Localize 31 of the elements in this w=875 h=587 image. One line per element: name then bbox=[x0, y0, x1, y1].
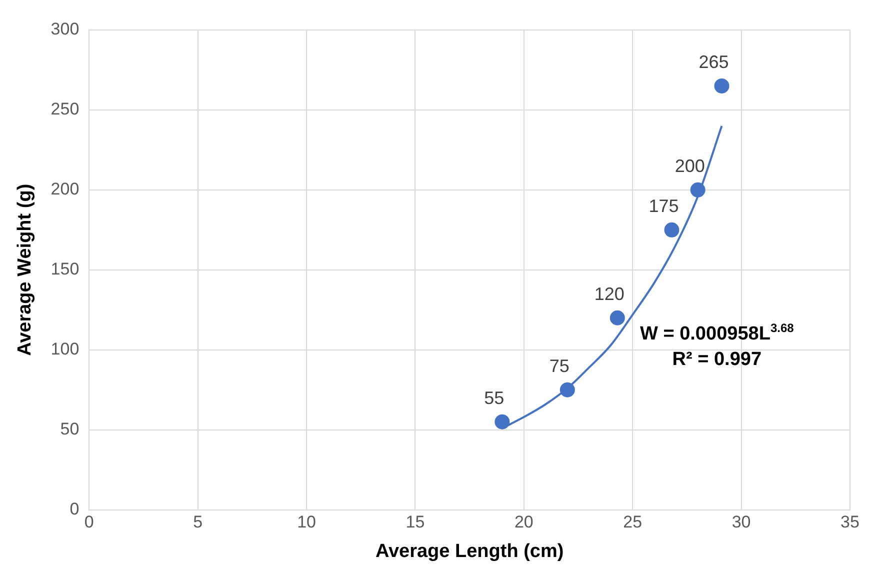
y-axis-title: Average Weight (g) bbox=[14, 184, 36, 356]
annotation: R² = 0.997 bbox=[671, 348, 763, 372]
y-tick-label: 50 bbox=[60, 420, 80, 439]
y-tick-label: 100 bbox=[50, 340, 80, 359]
x-tick-label: 0 bbox=[84, 512, 94, 532]
y-tick-label: 250 bbox=[50, 100, 80, 119]
x-tick-label: 20 bbox=[514, 512, 534, 532]
x-tick-label: 15 bbox=[406, 512, 425, 532]
x-axis-title: Average Length (cm) bbox=[375, 540, 564, 562]
point bbox=[714, 78, 730, 94]
point bbox=[690, 182, 706, 198]
data-label: 265 bbox=[698, 52, 729, 72]
data-label: 75 bbox=[549, 356, 570, 376]
data-label: 120 bbox=[594, 284, 624, 304]
annotation: W = 0.000958L$^{3.68}$ bbox=[640, 320, 794, 346]
x-tick-label: 30 bbox=[732, 512, 751, 532]
point bbox=[610, 310, 625, 326]
x-tick-label: 35 bbox=[840, 512, 860, 532]
data-label: 55 bbox=[484, 388, 504, 408]
point bbox=[494, 414, 510, 430]
x-tick-label: 5 bbox=[193, 512, 203, 532]
y-tick-label: 150 bbox=[50, 260, 80, 279]
x-tick-label: 10 bbox=[297, 512, 316, 532]
data-label: 200 bbox=[674, 156, 705, 176]
x-tick-label: 25 bbox=[623, 512, 642, 532]
data-label: 175 bbox=[648, 196, 679, 216]
y-tick-label: 0 bbox=[70, 499, 80, 518]
y-tick-label: 300 bbox=[50, 20, 80, 39]
point bbox=[560, 382, 575, 398]
point bbox=[664, 222, 680, 238]
y-tick-label: 200 bbox=[50, 180, 80, 199]
